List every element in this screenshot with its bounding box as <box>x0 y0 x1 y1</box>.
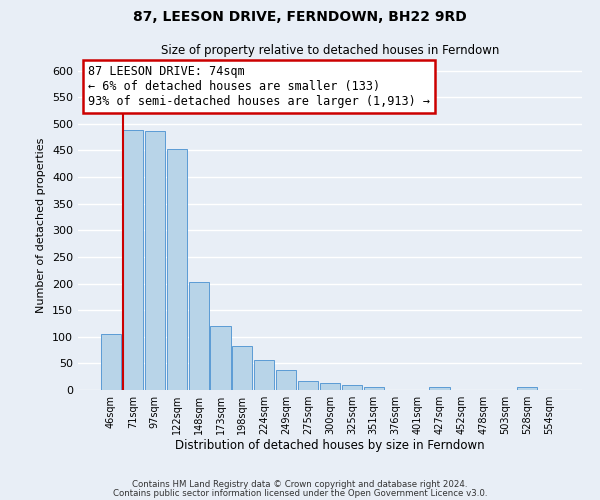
Bar <box>167 150 187 390</box>
Text: Contains HM Land Registry data © Crown copyright and database right 2024.: Contains HM Land Registry data © Crown c… <box>132 480 468 489</box>
Bar <box>364 388 384 390</box>
Bar <box>254 360 274 390</box>
Text: 87, LEESON DRIVE, FERNDOWN, BH22 9RD: 87, LEESON DRIVE, FERNDOWN, BH22 9RD <box>133 10 467 24</box>
Bar <box>101 334 121 390</box>
X-axis label: Distribution of detached houses by size in Ferndown: Distribution of detached houses by size … <box>175 438 485 452</box>
Bar <box>517 388 537 390</box>
Text: 87 LEESON DRIVE: 74sqm
← 6% of detached houses are smaller (133)
93% of semi-det: 87 LEESON DRIVE: 74sqm ← 6% of detached … <box>88 65 430 108</box>
Bar <box>320 382 340 390</box>
Bar <box>211 326 230 390</box>
Bar <box>342 384 362 390</box>
Bar <box>188 282 209 390</box>
Bar <box>232 346 253 390</box>
Bar <box>123 130 143 390</box>
Bar <box>430 387 449 390</box>
Bar <box>298 382 318 390</box>
Text: Contains public sector information licensed under the Open Government Licence v3: Contains public sector information licen… <box>113 488 487 498</box>
Y-axis label: Number of detached properties: Number of detached properties <box>37 138 46 312</box>
Title: Size of property relative to detached houses in Ferndown: Size of property relative to detached ho… <box>161 44 499 58</box>
Bar <box>276 370 296 390</box>
Bar <box>145 131 165 390</box>
